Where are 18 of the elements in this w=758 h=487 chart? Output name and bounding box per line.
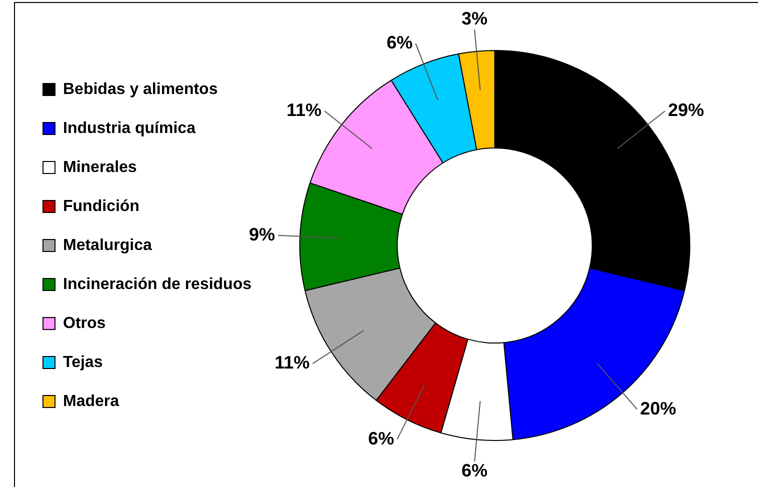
data-label: 6% [462, 460, 488, 481]
data-label: 11% [286, 100, 322, 120]
legend-label: Tejas [63, 354, 103, 371]
legend-label: Metalurgica [63, 236, 152, 254]
data-label: 6% [386, 32, 413, 52]
legend-label: Otros [63, 314, 106, 332]
data-label: 6% [368, 428, 394, 448]
legend-label: Incineración de residuos [63, 276, 252, 293]
legend-label: Industria química [63, 120, 196, 137]
data-label: 9% [248, 224, 275, 244]
data-label: 29% [668, 100, 704, 120]
legend-label: Bebidas y alimentos [63, 80, 218, 98]
legend-label: Fundición [63, 198, 140, 215]
legend-label: Minerales [63, 158, 137, 176]
data-label: 3% [462, 8, 488, 28]
legend-label: Madera [63, 392, 120, 410]
data-label: 11% [274, 352, 310, 373]
data-label: 20% [640, 398, 676, 418]
